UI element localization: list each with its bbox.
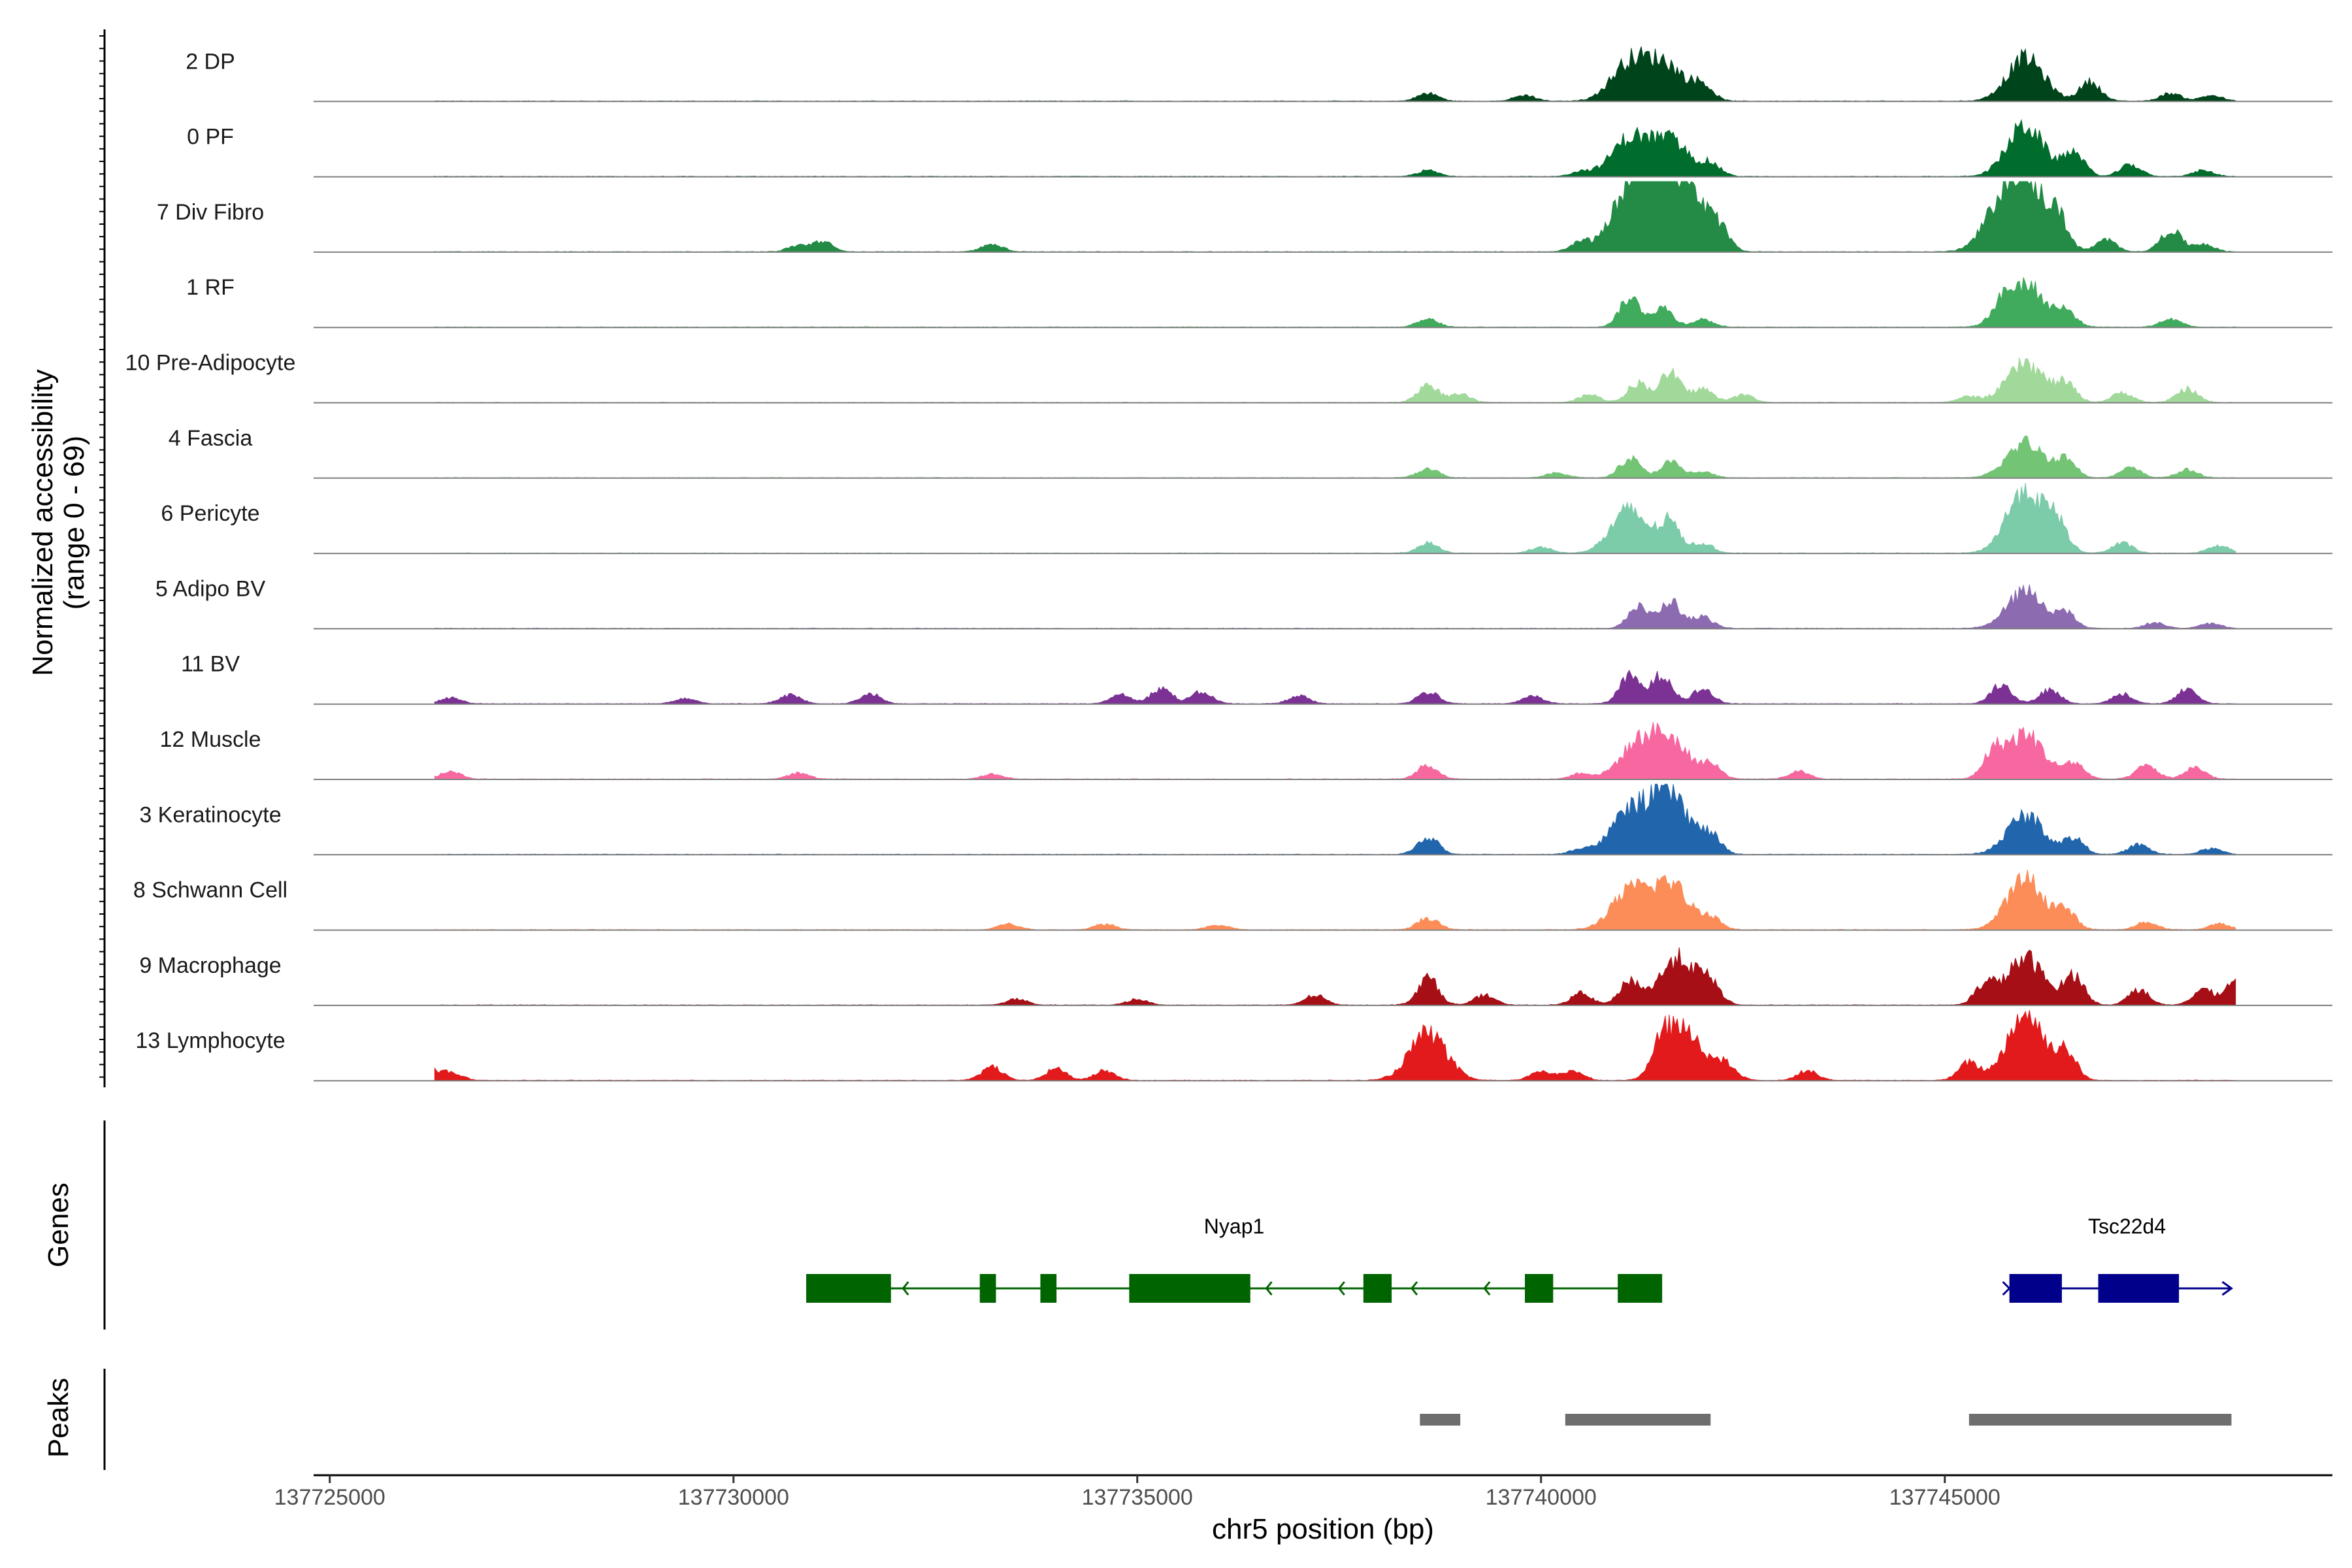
track-8-schwann-cell: 8 Schwann Cell [133,870,2332,931]
coverage-area [434,46,2236,102]
track-label: 12 Muscle [160,727,261,752]
x-tick-label: 137730000 [678,1485,789,1510]
exon-block [806,1274,891,1303]
track-4-fascia: 4 Fascia [169,426,2332,479]
track-6-pericyte: 6 Pericyte [161,483,2332,555]
coverage-area [434,947,2236,1006]
track-label: 11 BV [181,652,240,677]
track-label: 8 Schwann Cell [133,878,287,903]
track-label: 1 RF [186,275,235,300]
gene-annotation-panel: Nyap1 Tsc22d4 [806,1215,2234,1303]
track-label: 13 Lymphocyte [135,1028,285,1053]
strand-arrow-icon [2221,1281,2234,1296]
strand-arrow-icon [1337,1281,1345,1296]
exon-block [2098,1274,2180,1303]
genes-panel-label: Genes [42,1183,74,1267]
track-1-rf: 1 RF [186,275,2332,329]
coverage-area [434,483,2236,554]
coverage-area [434,435,2236,479]
track-10-pre-adipocyte: 10 Pre-Adipocyte [125,351,2332,404]
peak-region [1968,1414,2232,1426]
track-13-lymphocyte: 13 Lymphocyte [135,1010,2332,1082]
coverage-area [434,870,2236,931]
coverage-tracks: 2 DP 0 PF 7 Div Fibro 1 RF 10 Pre-Adipocyte 4… [125,46,2332,1082]
gene-name-label: Tsc22d4 [2088,1215,2166,1238]
track-9-macrophage: 9 Macrophage [139,947,2332,1006]
track-2-dp: 2 DP [186,46,2332,103]
coverage-area [434,1010,2236,1081]
exon-block [1525,1274,1554,1303]
track-7-div-fibro: 7 Div Fibro [157,180,2332,253]
exon-block [1363,1274,1392,1303]
track-12-muscle: 12 Muscle [160,722,2332,780]
strand-arrow-icon [1411,1281,1418,1296]
gene-name-label: Nyap1 [1204,1215,1265,1238]
peaks-panel-label: Peaks [42,1378,74,1458]
coverage-area [434,669,2236,705]
track-label: 2 DP [186,49,235,74]
x-tick-label: 137745000 [1889,1485,2001,1510]
track-label: 0 PF [187,125,234,150]
peak-region [1565,1414,1711,1426]
coverage-area [434,783,2236,855]
coverage-area [434,584,2236,629]
strand-arrow-icon [902,1281,909,1296]
peaks-panel [1420,1414,2232,1426]
track-label: 6 Pericyte [161,501,259,526]
y-axis-range-label: (range 0 - 69) [58,436,90,610]
track-11-bv: 11 BV [181,652,2332,705]
exon-block [979,1274,996,1303]
peak-region [1420,1414,1461,1426]
exon-block [1618,1274,1663,1303]
track-label: 9 Macrophage [139,953,281,978]
exon-block [2009,1274,2062,1303]
track-label: 4 Fascia [169,426,253,451]
strand-arrow-icon [1483,1281,1491,1296]
track-label: 7 Div Fibro [157,200,264,225]
track-3-keratinocyte: 3 Keratinocyte [139,783,2332,856]
x-tick-label: 137725000 [274,1485,385,1510]
gene-tsc22d4: Tsc22d4 [2002,1215,2234,1303]
coverage-area [434,119,2236,178]
x-axis: 137725000 137730000 137735000 137740000 1377… [274,1474,2332,1510]
track-label: 5 Adipo BV [155,576,266,601]
y-axis-title: Normalized accessibility [27,369,59,676]
x-tick-label: 137740000 [1486,1485,1597,1510]
coverage-area [434,722,2236,780]
coverage-area [434,277,2236,328]
track-label: 3 Keratinocyte [139,802,281,827]
strand-arrow-icon [1265,1281,1273,1296]
x-tick-label: 137735000 [1082,1485,1193,1510]
exon-block [1129,1274,1250,1303]
track-label: 10 Pre-Adipocyte [125,351,296,376]
track-5-adipo-bv: 5 Adipo BV [155,576,2332,630]
track-0-pf: 0 PF [187,119,2332,178]
coverage-area [434,180,2236,253]
exon-block [1040,1274,1057,1303]
left-axes [99,29,106,1470]
strand-arrow-icon [2002,1281,2011,1296]
coverage-area [434,357,2236,403]
gene-nyap1: Nyap1 [806,1215,1663,1303]
x-axis-title: chr5 position (bp) [1212,1513,1434,1545]
